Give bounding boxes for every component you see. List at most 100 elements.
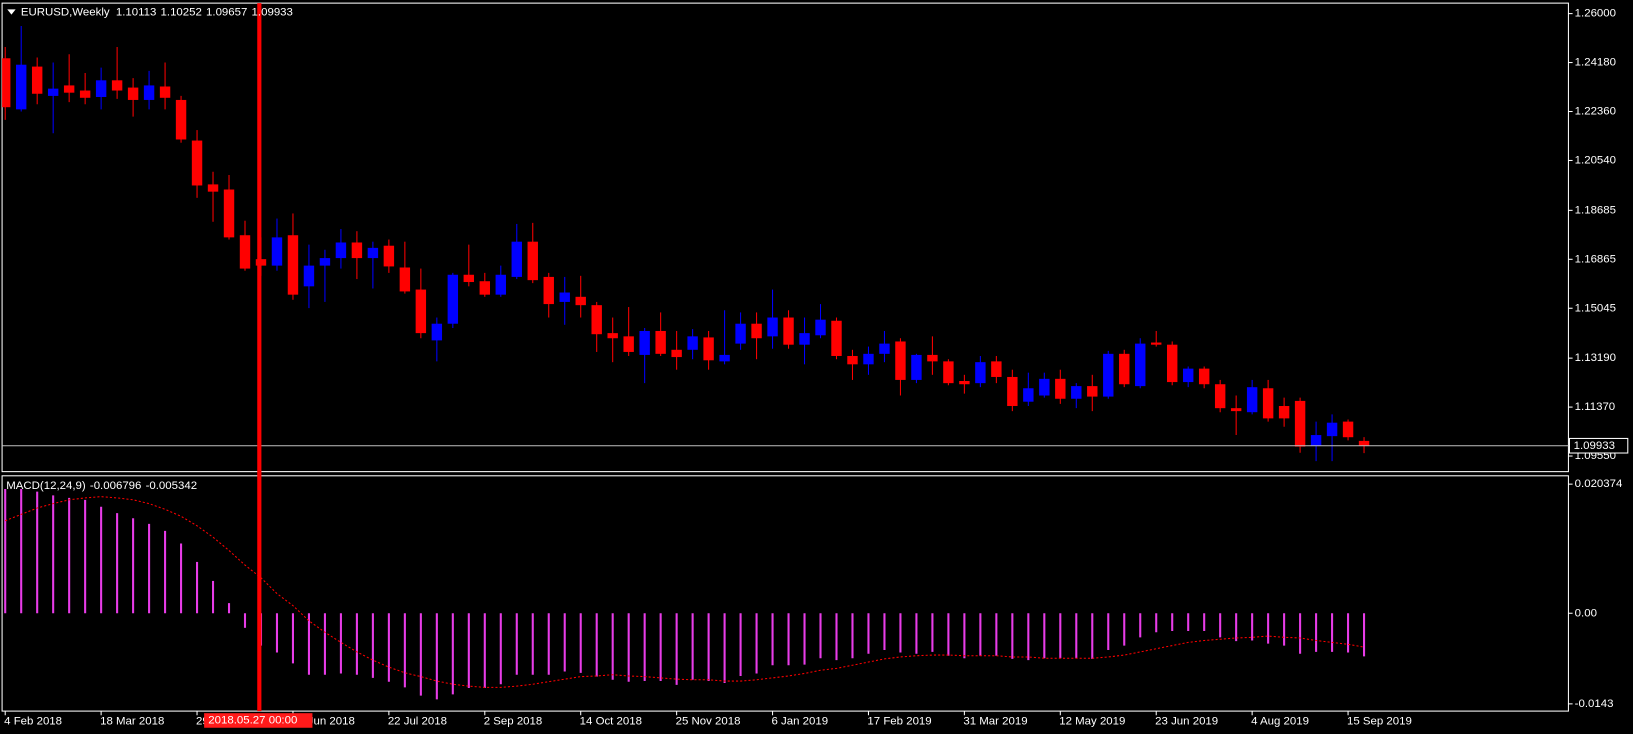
candle-body — [383, 245, 395, 267]
candle-body — [1007, 376, 1018, 407]
x-tick-label: 4 Feb 2018 — [4, 716, 62, 728]
candle-body — [911, 354, 922, 380]
candle-body — [1151, 342, 1162, 345]
candle-body — [1055, 378, 1066, 399]
cursor-label: 2018.05.27 00:00 — [208, 714, 297, 726]
candle-body — [1071, 386, 1082, 399]
candle-body — [399, 267, 411, 292]
candle-body — [1214, 384, 1226, 409]
candle-body — [863, 353, 874, 365]
x-tick-label: 14 Oct 2018 — [580, 716, 642, 728]
header-close: 1.09933 — [252, 7, 293, 19]
candle-body — [1326, 422, 1338, 437]
candle-body — [207, 184, 219, 192]
candle-body — [1103, 353, 1114, 397]
y-tick-label: 1.24180 — [1575, 57, 1616, 69]
candle-body — [1167, 344, 1178, 383]
y-tick-label: 1.13190 — [1575, 352, 1616, 364]
candle-body — [703, 337, 714, 361]
y-tick-label: 0.020374 — [1575, 478, 1623, 490]
x-tick-label: 12 May 2019 — [1059, 716, 1125, 728]
y-tick-label: -0.0143 — [1575, 698, 1614, 710]
candle-body — [111, 80, 123, 91]
candle-body — [719, 354, 730, 362]
candle-body — [671, 349, 682, 358]
candle-body — [655, 330, 666, 354]
cursor-line — [257, 3, 262, 712]
candle-body — [1198, 368, 1210, 385]
candle-body — [687, 336, 698, 350]
macd-value: -0.006796 — [90, 480, 142, 492]
candle-body — [495, 274, 506, 295]
candle-body — [847, 355, 858, 365]
candle-body — [159, 86, 171, 98]
y-tick-label: 1.18685 — [1575, 204, 1616, 216]
candle-body — [575, 296, 586, 306]
candle-body — [991, 361, 1002, 377]
y-tick-label: 1.16865 — [1575, 253, 1616, 265]
candles — [2, 25, 1569, 462]
candle-body — [591, 305, 602, 335]
candle-body — [975, 362, 986, 384]
candle-body — [415, 289, 427, 334]
candle-body — [1278, 406, 1290, 419]
candle-body — [1087, 386, 1098, 397]
x-tick-label: 22 Jul 2018 — [388, 716, 447, 728]
candle-body — [239, 235, 251, 269]
macd-header: MACD(12,24,9) -0.006796 -0.005342 — [6, 480, 197, 492]
candle-body — [783, 317, 794, 345]
y-tick-label: 1.22360 — [1575, 106, 1616, 118]
candle-body — [1246, 387, 1258, 413]
candle-body — [127, 87, 139, 100]
candle-body — [271, 237, 283, 266]
candle-body — [79, 90, 91, 98]
y-tick-label: 1.26000 — [1575, 8, 1616, 20]
collapse-arrow[interactable] — [7, 9, 16, 15]
candle-body — [1119, 353, 1130, 385]
candle-body — [479, 281, 491, 295]
candle-body — [895, 341, 906, 380]
candle-body — [2, 58, 11, 108]
chart-header: EURUSD,Weekly 1.10113 1.10252 1.09657 1.0993… — [21, 7, 293, 19]
header-open: 1.10113 — [116, 7, 157, 19]
candle-body — [1294, 400, 1306, 447]
candle-body — [767, 317, 778, 337]
candle-body — [735, 323, 746, 344]
macd-plot — [4, 489, 1366, 700]
candle-body — [815, 319, 826, 336]
macd-panel — [1, 475, 1569, 712]
candle-body — [431, 323, 443, 341]
candle-body — [927, 354, 938, 362]
candle-body — [959, 380, 970, 385]
candle-body — [191, 140, 203, 186]
candle-body — [1023, 388, 1034, 402]
x-tick-label: 4 Aug 2019 — [1251, 716, 1309, 728]
y-tick-label: 0.00 — [1575, 607, 1597, 619]
price-panel — [1, 2, 1569, 473]
candle-body — [1039, 378, 1050, 396]
candle-body — [639, 330, 650, 355]
candle-body — [367, 247, 379, 259]
macd-title: MACD(12,24,9) — [6, 480, 86, 492]
candle-body — [511, 241, 522, 277]
candle-body — [1182, 368, 1194, 383]
candle-body — [15, 64, 27, 110]
candle-body — [527, 241, 538, 281]
x-tick-label: 6 Jan 2019 — [772, 716, 829, 728]
x-tick-label: 17 Feb 2019 — [867, 716, 931, 728]
candle-body — [95, 80, 107, 97]
candle-body — [319, 258, 331, 266]
symbol-title: EURUSD,Weekly — [21, 7, 110, 19]
candle-body — [1262, 388, 1274, 419]
x-tick-label: 2 Sep 2018 — [484, 716, 543, 728]
x-tick-label: 23 Jun 2019 — [1155, 716, 1218, 728]
x-tick-label: 25 Nov 2018 — [676, 716, 741, 728]
candle-body — [63, 85, 75, 93]
candle-body — [223, 189, 235, 238]
signal-value: -0.005342 — [146, 480, 198, 492]
candle-body — [799, 333, 810, 345]
candle-body — [1230, 408, 1242, 412]
y-tick-label: 1.09550 — [1575, 450, 1616, 462]
candle-body — [943, 361, 954, 384]
